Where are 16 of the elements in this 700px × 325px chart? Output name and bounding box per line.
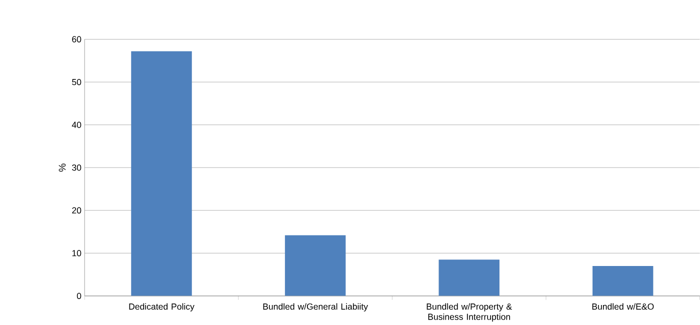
y-tick-label: 20 <box>72 207 82 214</box>
bar <box>131 51 192 296</box>
y-tick-label: 60 <box>72 36 82 43</box>
bar <box>438 260 500 296</box>
y-tick-label: 0 <box>76 293 82 300</box>
x-tick-label: Bundled w/Property & Business Interruption <box>426 303 512 322</box>
y-tick-label: 10 <box>72 250 82 256</box>
y-tick-label: 30 <box>72 164 82 171</box>
y-axis-title: % <box>58 164 66 172</box>
x-tick-label: Dedicated Policy <box>129 303 194 312</box>
y-tick-label: 40 <box>72 122 82 128</box>
y-tick-label: 50 <box>72 79 82 86</box>
x-tick-label: Bundled w/General Liabiity <box>263 303 368 312</box>
bar <box>592 266 654 296</box>
bar <box>284 235 346 296</box>
x-tick-label: Bundled w/E&O <box>592 303 654 310</box>
